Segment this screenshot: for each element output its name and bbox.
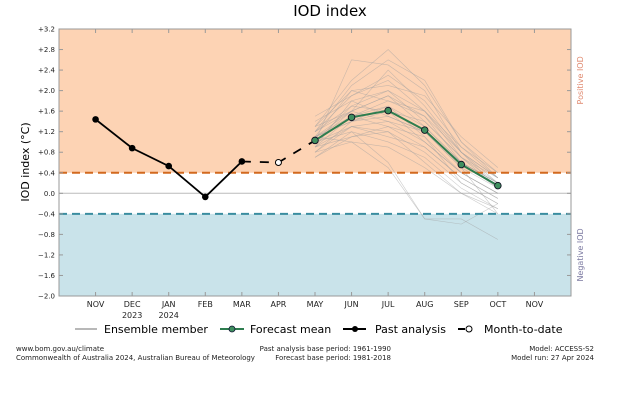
past-analysis-point <box>201 193 209 201</box>
ensemble-member-line <box>314 90 499 179</box>
y-tick-label: +0.4 <box>38 169 56 177</box>
ensemble-member-line <box>314 90 499 184</box>
footer-model-run: Model run: 27 Apr 2024 <box>511 354 594 362</box>
y-tick-label: +2.4 <box>38 67 56 75</box>
ensemble-member-line <box>314 136 499 240</box>
legend-past-marker <box>352 326 358 332</box>
legend: Ensemble member Forecast mean Past analy… <box>75 323 563 336</box>
ensemble-member-line <box>314 110 499 184</box>
ensemble-member-line <box>314 49 499 173</box>
footer-model: Model: ACCESS-S2 Model run: 27 Apr 2024 <box>511 345 594 363</box>
footer-base-periods: Past analysis base period: 1961-1990 For… <box>260 345 391 363</box>
forecast-mean-point <box>384 106 392 115</box>
x-tick-label: NOV <box>87 300 105 309</box>
ensemble-member-line <box>314 126 499 199</box>
y-tick-label: −0.8 <box>38 231 55 239</box>
legend-mtd-marker <box>465 325 473 333</box>
x-tick-label: OCT <box>489 300 506 309</box>
legend-forecast-label: Forecast mean <box>250 323 331 336</box>
y-tick-label: −2.0 <box>38 293 55 301</box>
footer-past-base: Past analysis base period: 1961-1990 <box>259 345 391 353</box>
ensemble-member-line <box>314 131 499 209</box>
ensemble-member-line <box>314 105 499 179</box>
forecast-mean-point <box>420 126 429 134</box>
ensemble-member-line <box>314 100 499 215</box>
y-tick-label: +1.6 <box>38 108 56 116</box>
x-tick-label: SEP <box>454 300 469 309</box>
legend-mtd-label: Month-to-date <box>484 323 563 336</box>
x-tick-label: DEC <box>124 300 141 309</box>
ensemble-member-line <box>314 141 498 209</box>
legend-ensemble-label: Ensemble member <box>104 323 208 336</box>
footer-source: www.bom.gov.au/climate Commonwealth of A… <box>16 345 255 363</box>
past-analysis-point <box>128 144 136 152</box>
y-tick-label: +2.0 <box>38 87 55 95</box>
legend-forecast-marker <box>228 325 236 333</box>
past-analysis-point <box>92 116 99 123</box>
y-tick-label: +1.2 <box>38 128 55 136</box>
negative-iod-region <box>59 213 571 296</box>
forecast-mean-point <box>457 160 466 169</box>
month-to-date-point <box>274 159 282 166</box>
x-tick-label: JAN <box>161 300 176 309</box>
x-tick-label: AUG <box>416 300 434 309</box>
x-tick-label: JUN <box>343 300 358 309</box>
ensemble-member-line <box>314 131 499 215</box>
y-axis-label: IOD index (°C) <box>19 122 32 201</box>
y-tick-label: −0.4 <box>38 210 56 218</box>
y-tick-label: −1.6 <box>38 272 56 280</box>
x-tick-label: JUL <box>381 300 395 309</box>
chart-title: IOD index <box>293 2 367 20</box>
y-tick-label: 0.0 <box>44 190 55 198</box>
x-tick-year-label: 2024 <box>159 311 179 320</box>
footer-url: www.bom.gov.au/climate <box>16 345 105 353</box>
forecast-mean-line <box>314 109 499 187</box>
forecast-mean-point <box>494 181 502 190</box>
past-analysis-point <box>238 158 246 165</box>
y-tick-label: −1.2 <box>38 251 55 259</box>
x-tick-label: NOV <box>526 300 544 309</box>
x-tick-year-label: 2023 <box>122 311 142 320</box>
past-analysis-point <box>165 162 173 170</box>
ensemble-member-line <box>314 100 499 189</box>
ensemble-member-line <box>314 131 499 225</box>
x-tick-label: MAY <box>307 300 324 309</box>
legend-past-label: Past analysis <box>375 323 446 336</box>
footer-copyright: Commonwealth of Australia 2024, Australi… <box>16 354 255 362</box>
y-tick-label: +2.8 <box>38 46 55 54</box>
y-tick-label: +3.2 <box>38 26 55 34</box>
ensemble-member-line <box>314 59 499 179</box>
forecast-mean-point <box>347 113 356 122</box>
x-tick-label: MAR <box>233 300 251 309</box>
positive-iod-label: Positive IOD <box>576 56 585 104</box>
ensemble-member-line <box>314 85 499 168</box>
ensemble-member-line <box>314 69 499 184</box>
x-tick-label: APR <box>270 300 286 309</box>
negative-iod-label: Negative IOD <box>576 228 585 281</box>
footer-model-name: Model: ACCESS-S2 <box>529 345 594 353</box>
y-tick-label: +0.8 <box>38 149 55 157</box>
forecast-mean-point <box>311 136 319 145</box>
x-tick-label: FEB <box>198 300 213 309</box>
footer-forecast-base: Forecast base period: 1981-2018 <box>275 354 391 362</box>
ensemble-member-line <box>314 59 499 189</box>
ensemble-member-line <box>314 79 499 174</box>
positive-iod-region <box>59 29 571 173</box>
